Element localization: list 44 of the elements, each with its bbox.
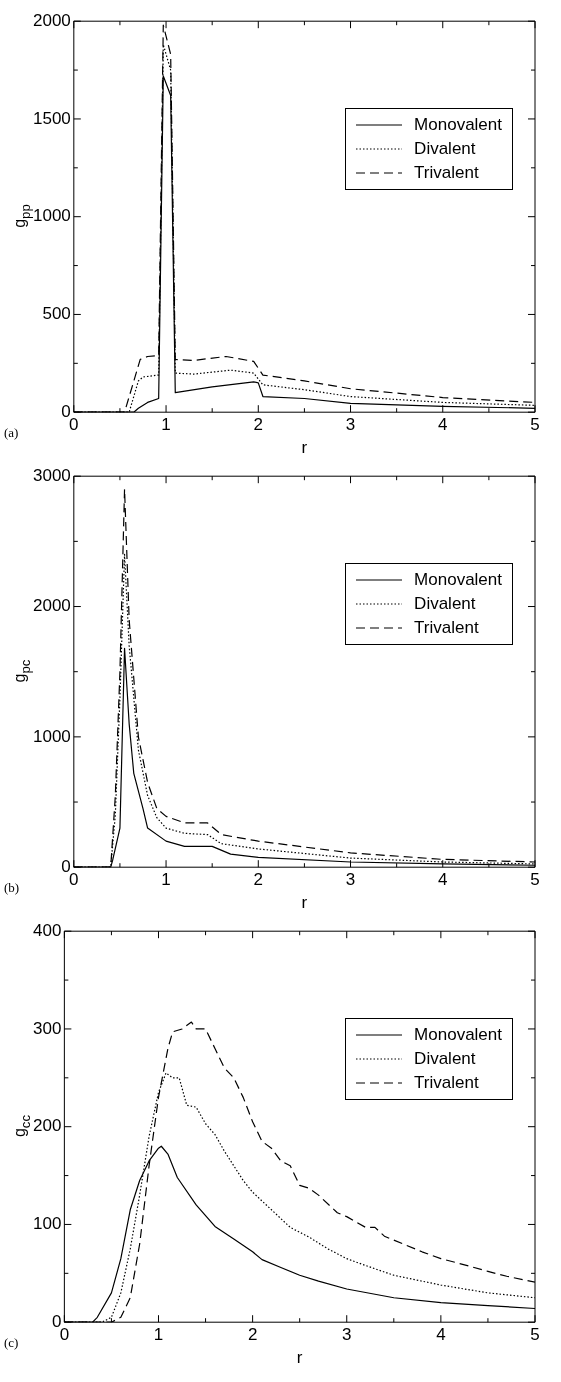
x-tick-label: 3	[342, 1325, 352, 1345]
x-tick-label: 1	[161, 415, 171, 435]
legend-label: Trivalent	[414, 162, 479, 184]
y-tick-label: 1000	[32, 206, 71, 226]
x-tick-label: 5	[530, 415, 540, 435]
legend-label: Divalent	[414, 138, 476, 160]
text: (b)	[4, 880, 20, 896]
text: (c)	[4, 1335, 19, 1351]
legend-label: Divalent	[414, 593, 476, 615]
x-tick-label: 1	[161, 870, 171, 890]
x-tick-label: 4	[436, 1325, 446, 1345]
x-tick-label: 5	[530, 870, 540, 890]
legend-label: Monovalent	[414, 114, 502, 136]
y-tick-label: 300	[32, 1018, 62, 1038]
x-tick-label: 2	[247, 1325, 258, 1345]
x-tick-label: 3	[345, 415, 356, 435]
x-tick-label: 5	[530, 1325, 540, 1345]
y-tick-label: 0	[51, 1311, 62, 1331]
y-tick-label: 200	[32, 1116, 62, 1136]
x-axis-title: r	[301, 438, 308, 458]
x-tick-label: 1	[153, 1325, 164, 1345]
y-tick-label: 400	[32, 920, 62, 940]
x-tick-label: 4	[438, 870, 448, 890]
legend-label: Monovalent	[414, 569, 502, 591]
y-tick-label: 2000	[32, 596, 71, 616]
legend-label: Monovalent	[414, 1024, 502, 1046]
y-tick-label: 100	[32, 1214, 62, 1234]
y-tick-label: 0	[61, 401, 71, 421]
y-tick-label: 3000	[32, 465, 71, 485]
legend-label: Trivalent	[414, 1072, 479, 1094]
text: (a)	[4, 425, 19, 441]
y-tick-label: 1500	[32, 108, 71, 128]
x-tick-label: 2	[253, 415, 264, 435]
y-tick-label: 1000	[32, 726, 71, 746]
x-tick-label: 2	[253, 870, 264, 890]
legend-label: Trivalent	[414, 617, 479, 639]
y-tick-label: 0	[61, 856, 71, 876]
y-tick-label: 500	[42, 304, 71, 324]
x-tick-label: 4	[438, 415, 448, 435]
legend-label: Divalent	[414, 1048, 476, 1070]
x-tick-label: 3	[345, 870, 356, 890]
x-axis-title: r	[301, 893, 308, 913]
y-tick-label: 2000	[32, 10, 71, 30]
x-axis-title: r	[296, 1348, 303, 1368]
